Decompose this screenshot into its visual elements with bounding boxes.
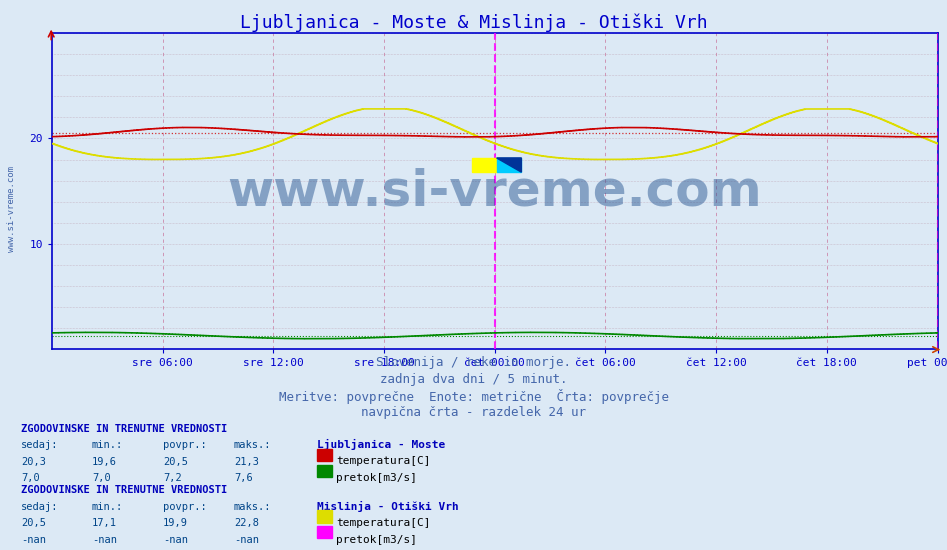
Text: sedaj:: sedaj: (21, 440, 59, 450)
Bar (496, 158, 522, 172)
Text: 7,6: 7,6 (234, 473, 253, 483)
Text: 20,5: 20,5 (21, 518, 45, 528)
Text: 19,9: 19,9 (163, 518, 188, 528)
Text: sedaj:: sedaj: (21, 502, 59, 512)
Text: www.si-vreme.com: www.si-vreme.com (7, 166, 16, 252)
Text: 21,3: 21,3 (234, 456, 259, 466)
Text: temperatura[C]: temperatura[C] (336, 456, 431, 466)
Text: 20,3: 20,3 (21, 456, 45, 466)
Text: pretok[m3/s]: pretok[m3/s] (336, 473, 418, 483)
Text: Meritve: povprečne  Enote: metrične  Črta: povprečje: Meritve: povprečne Enote: metrične Črta:… (278, 389, 669, 404)
Text: 7,2: 7,2 (163, 473, 182, 483)
Text: min.:: min.: (92, 440, 123, 450)
Text: povpr.:: povpr.: (163, 502, 206, 512)
Text: povpr.:: povpr.: (163, 440, 206, 450)
Polygon shape (496, 158, 522, 172)
Text: 22,8: 22,8 (234, 518, 259, 528)
Text: 20,5: 20,5 (163, 456, 188, 466)
Text: 7,0: 7,0 (21, 473, 40, 483)
Text: maks.:: maks.: (234, 440, 272, 450)
Text: maks.:: maks.: (234, 502, 272, 512)
Text: ZGODOVINSKE IN TRENUTNE VREDNOSTI: ZGODOVINSKE IN TRENUTNE VREDNOSTI (21, 485, 227, 495)
Text: 7,0: 7,0 (92, 473, 111, 483)
Text: temperatura[C]: temperatura[C] (336, 518, 431, 528)
Text: Slovenija / reke in morje.: Slovenija / reke in morje. (376, 356, 571, 370)
Text: Mislinja - Otiški Vrh: Mislinja - Otiški Vrh (317, 500, 459, 512)
Text: -nan: -nan (163, 535, 188, 544)
Bar (472, 158, 496, 172)
Text: 17,1: 17,1 (92, 518, 116, 528)
Text: pretok[m3/s]: pretok[m3/s] (336, 535, 418, 544)
Text: -nan: -nan (234, 535, 259, 544)
Text: www.si-vreme.com: www.si-vreme.com (227, 167, 762, 215)
Text: zadnja dva dni / 5 minut.: zadnja dva dni / 5 minut. (380, 373, 567, 386)
Text: 19,6: 19,6 (92, 456, 116, 466)
Text: -nan: -nan (21, 535, 45, 544)
Text: -nan: -nan (92, 535, 116, 544)
Text: Ljubljanica - Moste: Ljubljanica - Moste (317, 439, 445, 450)
Text: ZGODOVINSKE IN TRENUTNE VREDNOSTI: ZGODOVINSKE IN TRENUTNE VREDNOSTI (21, 424, 227, 433)
Text: Ljubljanica - Moste & Mislinja - Otiški Vrh: Ljubljanica - Moste & Mislinja - Otiški … (240, 14, 707, 32)
Text: navpična črta - razdelek 24 ur: navpična črta - razdelek 24 ur (361, 406, 586, 419)
Text: min.:: min.: (92, 502, 123, 512)
